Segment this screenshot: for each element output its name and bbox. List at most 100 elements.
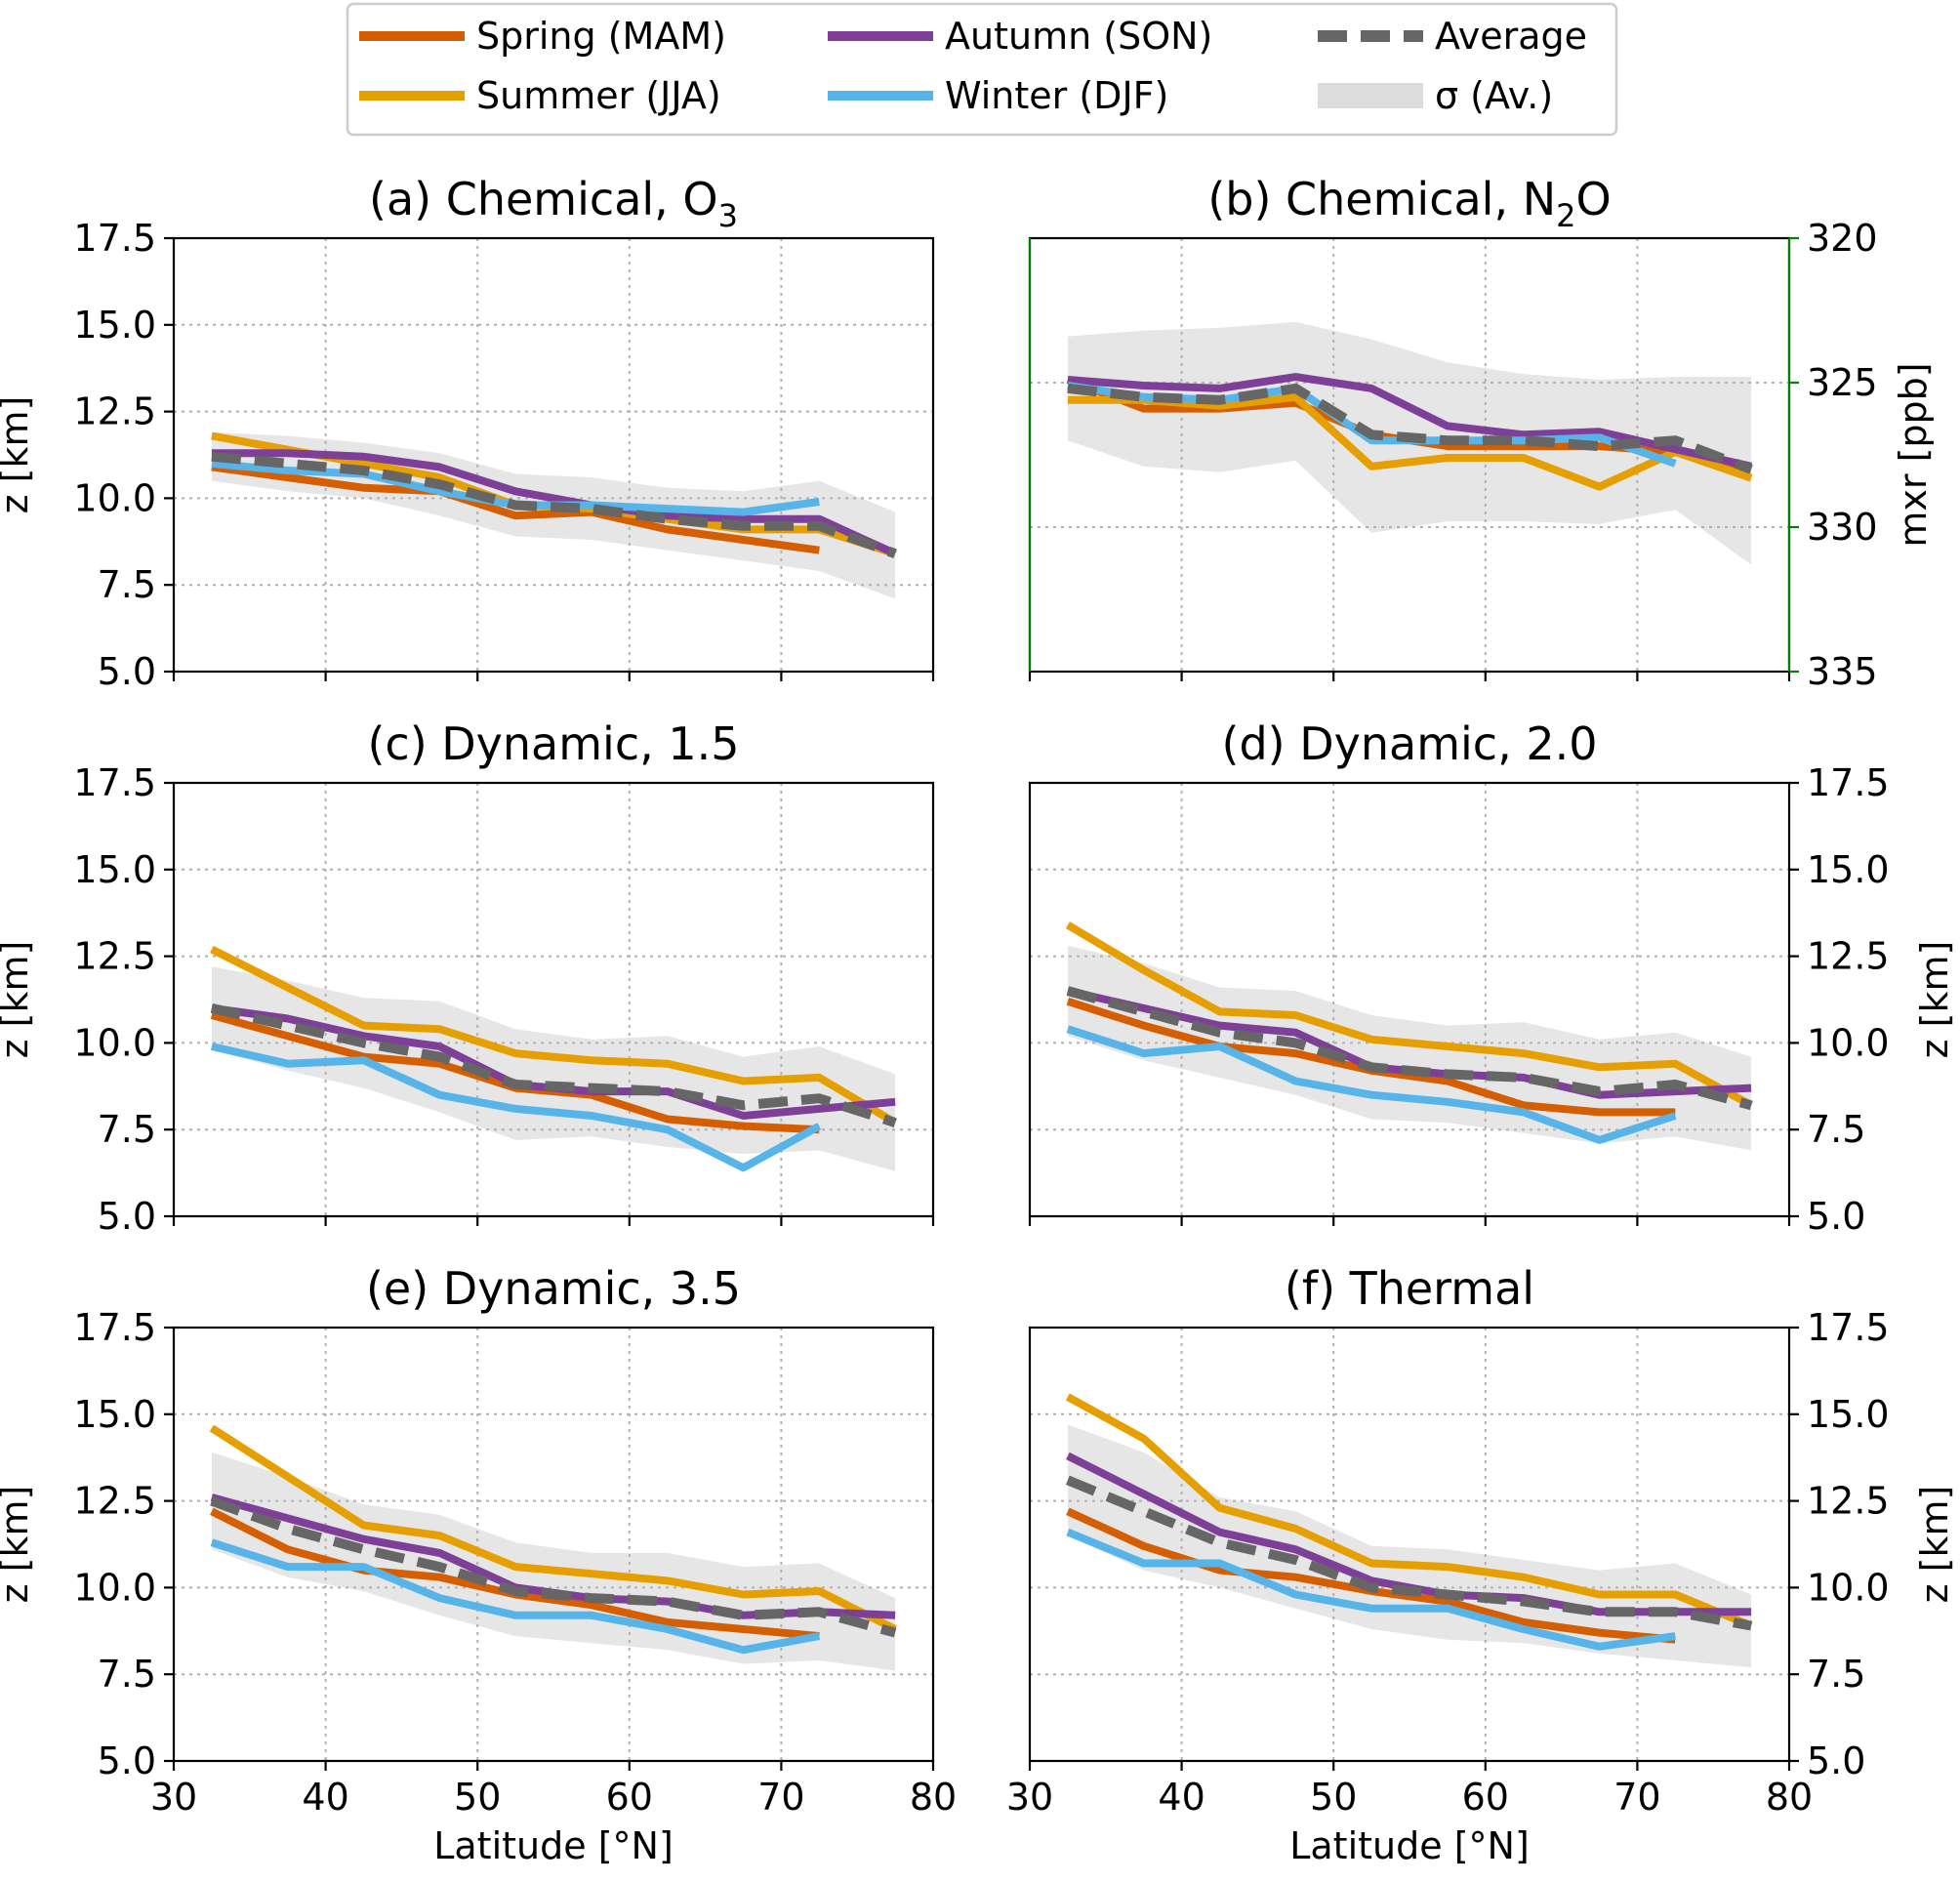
y-tick-label: 7.5: [1807, 1108, 1865, 1151]
panel-d: 5.0 7.5 10.0 12.5 15.0 17.5 z [km] (d) Dynamic,…: [1028, 717, 1956, 1238]
y-tick-label: 325: [1807, 361, 1878, 404]
y-tick-label: 10.0: [1807, 1021, 1890, 1064]
y-tick-label: 5.0: [98, 1195, 156, 1238]
plot-frame: [172, 781, 935, 1218]
y-tick-label: 5.0: [1807, 1195, 1865, 1238]
series-line-winter: [211, 1043, 822, 1172]
x-tick-label: 70: [757, 1776, 804, 1819]
x-tick-label: 30: [1006, 1776, 1053, 1819]
legend: Spring (MAM) Summer (JJA) Autumn (SON) Wint…: [346, 2, 1618, 137]
x-tick-label: 80: [910, 1776, 957, 1819]
panel-title: (f) Thermal: [1285, 1262, 1534, 1315]
y-tick-label: 12.5: [1807, 1480, 1890, 1523]
panel-b: 320 325 330 335 mxr [ppb] (b) Chemical, N2O: [1028, 173, 1935, 693]
y-tick-label: 17.5: [1807, 1306, 1890, 1349]
legend-frame: [346, 2, 1618, 137]
panel-f: 30 40 50 60 70 805.0 7.5 10.0 12.5 15.0 17.5 z [km]…: [1006, 1262, 1956, 1867]
y-tick-label: 12.5: [73, 1480, 156, 1523]
x-tick-label: 40: [1158, 1776, 1205, 1819]
plot-frame: [1028, 781, 1791, 1218]
y-tick-label: 335: [1807, 650, 1878, 693]
y-tick-label: 330: [1807, 506, 1878, 549]
y-tick-label: 7.5: [98, 1108, 156, 1151]
panel-a: 5.0 7.5 10.0 12.5 15.0 17.5 z [km] (a) Chemical…: [0, 173, 935, 693]
legend-label: Spring (MAM): [476, 15, 726, 58]
y-tick-label: 17.5: [73, 217, 156, 260]
x-tick-label: 60: [606, 1776, 653, 1819]
y-axis-label: z [km]: [1913, 1486, 1956, 1604]
x-axis-label: Latitude [°N]: [1289, 1824, 1530, 1867]
y-tick-label: 15.0: [73, 1393, 156, 1436]
panels: 5.0 7.5 10.0 12.5 15.0 17.5 z [km] (a) Chemical…: [0, 173, 1956, 1867]
x-tick-label: 30: [150, 1776, 197, 1819]
legend-label: Autumn (SON): [945, 15, 1212, 58]
y-tick-label: 12.5: [1807, 935, 1890, 978]
series-line-average: [1066, 986, 1753, 1111]
y-tick-label: 15.0: [73, 304, 156, 347]
title-text: (e) Dynamic, 3.5: [366, 1262, 741, 1315]
series-line-winter: [1066, 1528, 1676, 1651]
panel-title: (b) Chemical, N2O: [1207, 173, 1611, 234]
series-line-average: [211, 451, 897, 558]
series-line-summer: [1065, 1393, 1753, 1630]
y-tick-label: 17.5: [73, 761, 156, 804]
y-tick-label: 15.0: [1807, 1393, 1890, 1436]
x-tick-label: 50: [1310, 1776, 1357, 1819]
title-text: (a) Chemical, O: [369, 173, 718, 225]
series-line-summer: [1065, 921, 1754, 1109]
x-tick-label: 50: [454, 1776, 501, 1819]
series-line-spring: [211, 463, 820, 554]
panel-title: (d) Dynamic, 2.0: [1222, 717, 1598, 770]
series-line-summer: [209, 1424, 897, 1633]
y-tick-label: 10.0: [1807, 1566, 1890, 1609]
x-tick-label: 40: [302, 1776, 348, 1819]
title-subscript: 2: [1556, 197, 1575, 234]
plot-frame: [172, 1326, 935, 1763]
series-line-winter: [1066, 1025, 1677, 1144]
x-tick-label: 60: [1462, 1776, 1509, 1819]
y-tick-label: 12.5: [73, 935, 156, 978]
y-tick-label: 10.0: [73, 476, 156, 519]
title-text: (d) Dynamic, 2.0: [1222, 717, 1598, 770]
panel-title: (a) Chemical, O3: [369, 173, 738, 234]
y-tick-label: 15.0: [73, 848, 156, 891]
y-tick-label: 10.0: [73, 1021, 156, 1064]
series-line-autumn: [211, 449, 897, 557]
y-tick-label: 5.0: [98, 650, 156, 693]
x-axis-label: Latitude [°N]: [433, 1824, 674, 1867]
panel-title: (e) Dynamic, 3.5: [366, 1262, 741, 1315]
y-tick-label: 320: [1807, 217, 1878, 260]
x-tick-label: 80: [1766, 1776, 1813, 1819]
y-axis-label: z [km]: [0, 396, 36, 514]
y-axis-label: z [km]: [1913, 941, 1956, 1059]
plot-frame: [172, 236, 935, 674]
series-line-average: [210, 1495, 897, 1638]
panel-title: (c) Dynamic, 1.5: [367, 717, 739, 770]
title-text: (b) Chemical, N: [1207, 173, 1556, 225]
title-text: (c) Dynamic, 1.5: [367, 717, 739, 770]
legend-label: σ (Av.): [1435, 74, 1553, 117]
y-tick-label: 7.5: [1807, 1653, 1865, 1696]
y-tick-label: 12.5: [73, 390, 156, 433]
series-line-winter: [210, 1538, 821, 1655]
legend-label: Summer (JJA): [476, 74, 721, 117]
y-tick-label: 15.0: [1807, 848, 1890, 891]
y-tick-label: 17.5: [1807, 761, 1890, 804]
y-tick-label: 7.5: [98, 1653, 156, 1696]
y-axis-label: z [km]: [0, 1486, 36, 1604]
y-axis-label: z [km]: [0, 941, 36, 1059]
series-line-summer: [210, 945, 898, 1126]
legend-swatch-band: [1318, 83, 1423, 108]
title-subscript: 3: [718, 197, 738, 234]
y-tick-label: 7.5: [98, 563, 156, 606]
y-axis-label: mxr [ppb]: [1892, 362, 1935, 547]
series-line-average: [210, 1003, 897, 1127]
series-line-average: [1065, 1475, 1752, 1631]
series-line-average: [1067, 383, 1753, 474]
sigma-band: [211, 966, 896, 1171]
x-tick-label: 70: [1613, 1776, 1660, 1819]
panel-e: 30 40 50 60 70 80 5.0 7.5 10.0 12.5 15.0 17.5 z [km]…: [0, 1262, 957, 1867]
y-tick-label: 17.5: [73, 1306, 156, 1349]
title-text-rest: O: [1575, 173, 1611, 225]
